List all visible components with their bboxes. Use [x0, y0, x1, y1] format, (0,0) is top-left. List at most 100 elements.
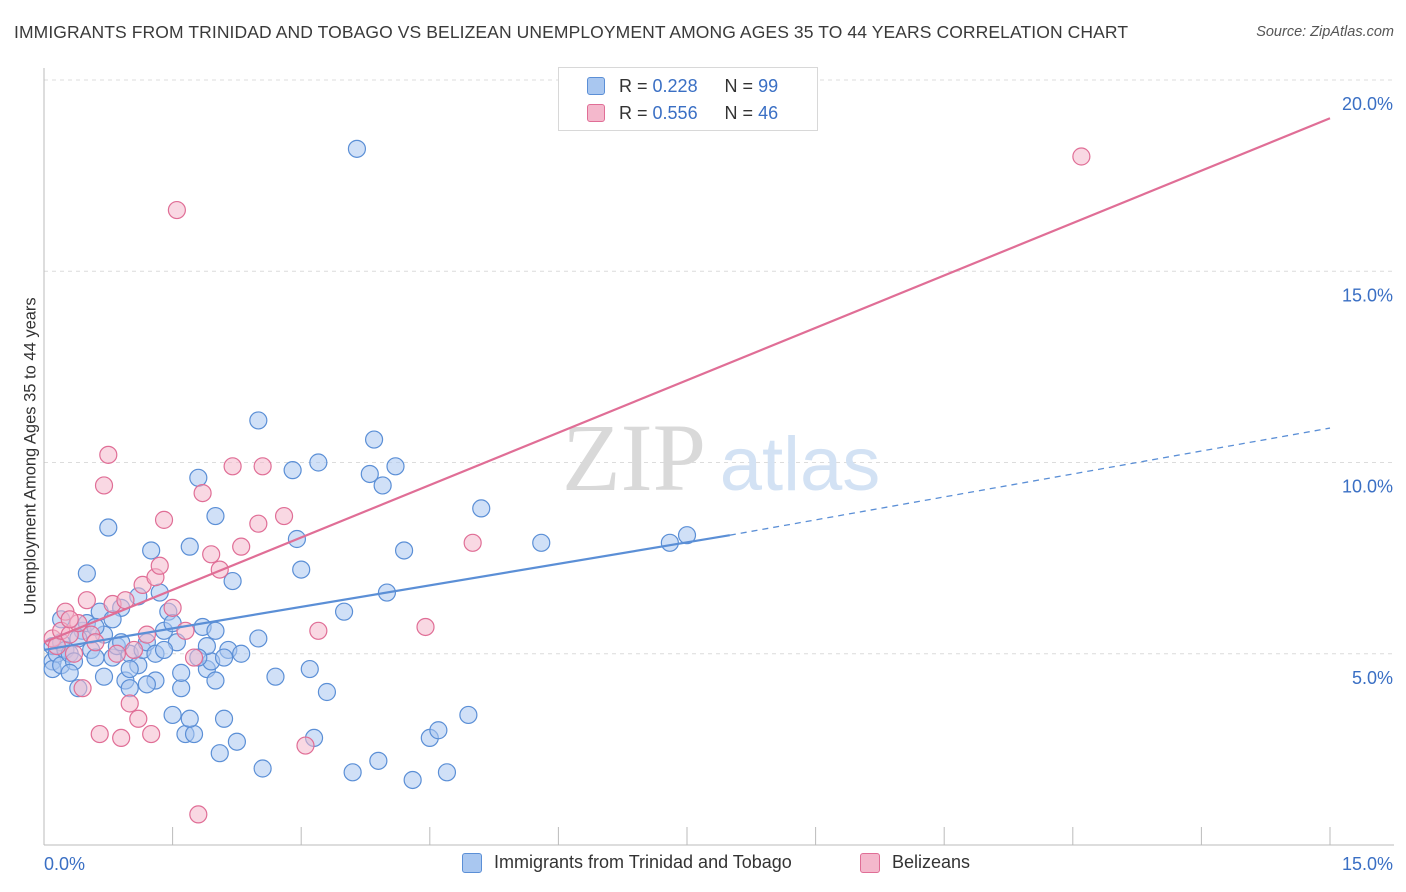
- point-immigrants: [180, 709, 199, 728]
- point-belizeans: [150, 556, 169, 575]
- point-belizeans: [232, 537, 251, 556]
- point-belizeans: [189, 805, 208, 824]
- point-immigrants: [347, 139, 367, 158]
- legend-swatch-pink: [587, 104, 605, 122]
- point-belizeans: [112, 728, 131, 748]
- legend-r-value: 0.556: [652, 102, 698, 123]
- legend-row-belizeans: R = 0.556 N = 46: [587, 101, 778, 125]
- trend-line-immigrants-extrapolated: [729, 427, 1331, 536]
- watermark-zip: ZIP: [562, 404, 706, 511]
- point-immigrants: [364, 430, 384, 449]
- legend-r-label: R =: [619, 75, 648, 96]
- point-immigrants: [60, 663, 79, 682]
- point-belizeans: [163, 598, 182, 617]
- point-belizeans: [253, 457, 272, 476]
- point-belizeans: [107, 644, 126, 663]
- point-immigrants: [142, 541, 161, 560]
- legend-swatch-blue: [462, 852, 482, 873]
- legend-r-value: 0.228: [652, 75, 698, 96]
- point-immigrants: [214, 709, 234, 728]
- data-points: [43, 139, 1091, 824]
- point-immigrants: [334, 602, 354, 621]
- point-immigrants: [472, 499, 491, 518]
- point-belizeans: [120, 694, 139, 713]
- point-belizeans: [77, 591, 96, 610]
- legend-swatch-pink: [860, 852, 880, 873]
- point-immigrants: [360, 464, 379, 484]
- legend-n-label: N =: [724, 102, 754, 123]
- point-immigrants: [206, 621, 225, 640]
- legend-n-value: 99: [758, 75, 779, 96]
- point-belizeans: [142, 724, 161, 744]
- legend-n-label: N =: [724, 75, 754, 96]
- point-immigrants: [394, 541, 414, 560]
- x-tick-label: 15.0%: [1342, 854, 1393, 874]
- point-immigrants: [369, 751, 388, 770]
- point-belizeans: [167, 200, 186, 220]
- point-immigrants: [532, 533, 551, 552]
- legend-r-label: R =: [619, 102, 648, 123]
- point-immigrants: [214, 648, 234, 667]
- point-immigrants: [660, 533, 679, 552]
- x-tick-label: 0.0%: [44, 854, 85, 874]
- point-belizeans: [64, 644, 84, 663]
- point-immigrants: [249, 629, 268, 648]
- point-immigrants: [184, 724, 204, 744]
- point-immigrants: [266, 667, 285, 686]
- point-immigrants: [429, 721, 448, 740]
- legend-swatch-blue: [587, 77, 605, 95]
- point-immigrants: [163, 705, 182, 725]
- point-belizeans: [99, 445, 118, 464]
- point-immigrants: [172, 679, 191, 698]
- point-belizeans: [309, 621, 328, 640]
- point-immigrants: [189, 468, 208, 487]
- point-immigrants: [386, 457, 405, 476]
- point-immigrants: [300, 659, 319, 679]
- legend-item-immigrants[interactable]: Immigrants from Trinidad and Tobago: [462, 852, 792, 873]
- point-belizeans: [124, 640, 144, 660]
- point-immigrants: [317, 682, 337, 702]
- axes: [43, 68, 1394, 846]
- source-label: Source: ZipAtlas.com: [1256, 24, 1394, 40]
- trend-lines: [43, 117, 1331, 652]
- point-immigrants: [120, 659, 139, 679]
- trend-line-belizeans: [43, 117, 1331, 644]
- trend-line-immigrants: [43, 534, 731, 652]
- point-immigrants: [292, 560, 311, 579]
- point-belizeans: [94, 476, 114, 495]
- point-immigrants: [154, 640, 174, 660]
- legend-item-belizeans[interactable]: Belizeans: [860, 852, 970, 873]
- legend-row-immigrants: R = 0.228 N = 99: [587, 74, 778, 98]
- point-immigrants: [180, 537, 199, 556]
- point-immigrants: [373, 476, 392, 495]
- point-belizeans: [1072, 147, 1091, 166]
- point-immigrants: [343, 763, 362, 782]
- point-immigrants: [206, 671, 225, 690]
- legend-label: Belizeans: [892, 852, 971, 872]
- point-immigrants: [94, 667, 114, 686]
- y-tick-label: 15.0%: [1342, 285, 1393, 305]
- y-axis-label: Unemployment Among Ages 35 to 44 years: [21, 297, 40, 615]
- point-belizeans: [296, 736, 315, 755]
- point-immigrants: [172, 663, 191, 682]
- point-belizeans: [60, 610, 79, 629]
- point-belizeans: [463, 533, 482, 552]
- watermark-atlas: atlas: [720, 422, 881, 507]
- point-immigrants: [403, 770, 422, 790]
- point-immigrants: [253, 759, 272, 778]
- chart-title: IMMIGRANTS FROM TRINIDAD AND TOBAGO VS B…: [14, 22, 1129, 42]
- point-immigrants: [206, 506, 225, 526]
- watermark: ZIP atlas: [562, 404, 880, 511]
- point-immigrants: [120, 679, 139, 698]
- point-belizeans: [90, 724, 109, 744]
- point-belizeans: [416, 617, 435, 637]
- legend-label: Immigrants from Trinidad and Tobago: [494, 852, 792, 872]
- point-immigrants: [86, 648, 105, 667]
- point-immigrants: [677, 526, 697, 545]
- point-immigrants: [77, 564, 96, 583]
- point-belizeans: [249, 514, 268, 533]
- point-belizeans: [73, 679, 92, 698]
- point-immigrants: [309, 453, 328, 472]
- point-immigrants: [249, 411, 268, 430]
